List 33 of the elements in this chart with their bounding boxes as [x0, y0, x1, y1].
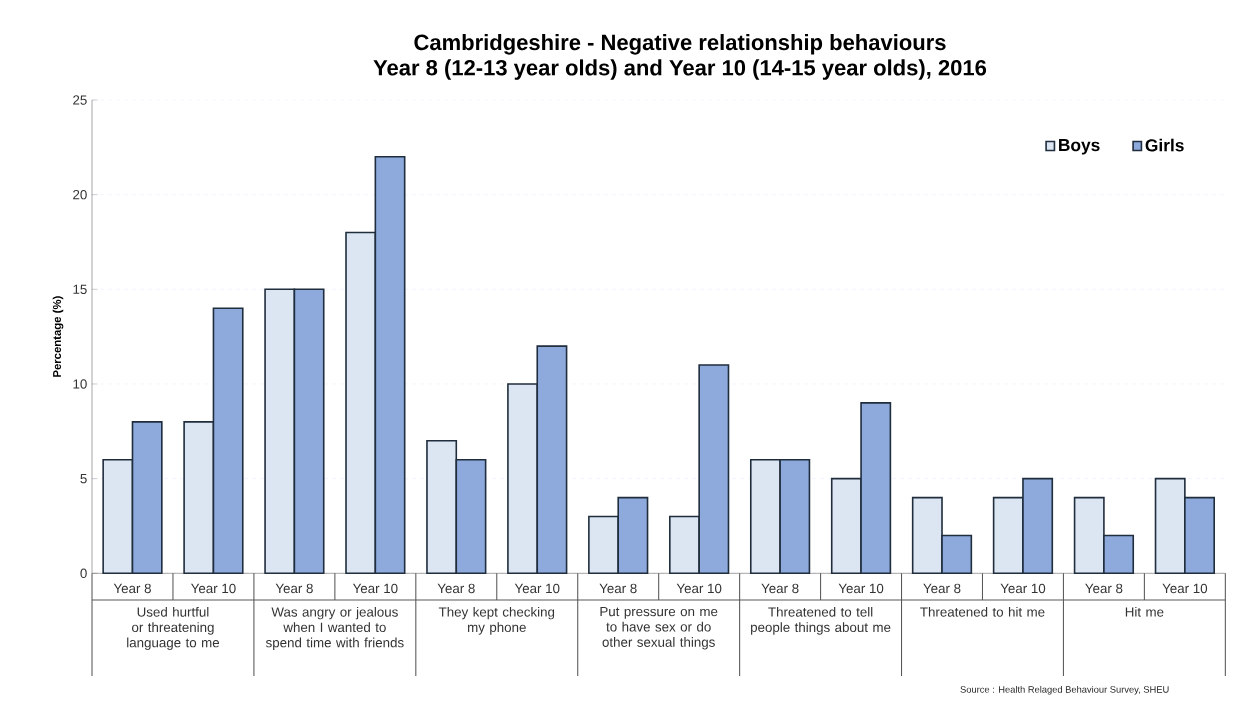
y-tick-label: 0 — [80, 568, 87, 579]
x-tick-label: Year 8 — [437, 583, 475, 594]
y-tick-label: 5 — [80, 473, 87, 484]
source-note: Source : Health Relaged Behaviour Survey, SHEU — [960, 685, 1169, 695]
chart-subtitle: Year 8 (12-13 year olds) and Year 10 (14-15 year olds), 2016 — [373, 59, 987, 80]
x-tick-label: Year 10 — [514, 583, 560, 594]
x-tick-label: Year 10 — [838, 583, 884, 594]
y-axis-title: Percentage (%) — [52, 296, 64, 377]
x-tick-label: Year 8 — [599, 583, 637, 594]
y-tick-label: 20 — [73, 189, 87, 200]
x-tick-label: Year 8 — [923, 583, 961, 594]
x-tick-label: Year 10 — [191, 583, 236, 594]
text: Hit me — [1125, 606, 1164, 617]
x-tick-label: Year 10 — [352, 583, 398, 594]
text: Put pressure on me to have sex or do other sexual things — [600, 606, 718, 650]
y-tick-label: 25 — [73, 95, 87, 105]
text: They kept checking my phone — [438, 606, 555, 635]
chart-title: Cambridgeshire - Negative relationship behaviours — [414, 34, 946, 55]
x-tick-label: Year 8 — [761, 583, 799, 594]
x-tick-label: Year 8 — [1085, 583, 1123, 594]
text: Threatened to hit me — [920, 606, 1045, 617]
x-tick-label: Year 10 — [676, 583, 722, 594]
text: Was angry or jealous when I wanted to spend time with friends — [265, 606, 404, 651]
legend-label: Girls — [1145, 138, 1184, 152]
x-tick-label: Year 8 — [275, 583, 313, 594]
y-tick-label: 10 — [73, 379, 87, 389]
y-tick-label: 15 — [73, 284, 87, 294]
text: Threatened to tell people things about me — [751, 606, 891, 635]
text: Used hurtful or threatening language to me — [127, 606, 220, 651]
x-tick-label: Year 8 — [113, 583, 151, 594]
x-tick-label: Year 10 — [1000, 583, 1046, 594]
x-tick-label: Year 10 — [1162, 583, 1208, 594]
legend-label: Boys — [1059, 139, 1100, 155]
